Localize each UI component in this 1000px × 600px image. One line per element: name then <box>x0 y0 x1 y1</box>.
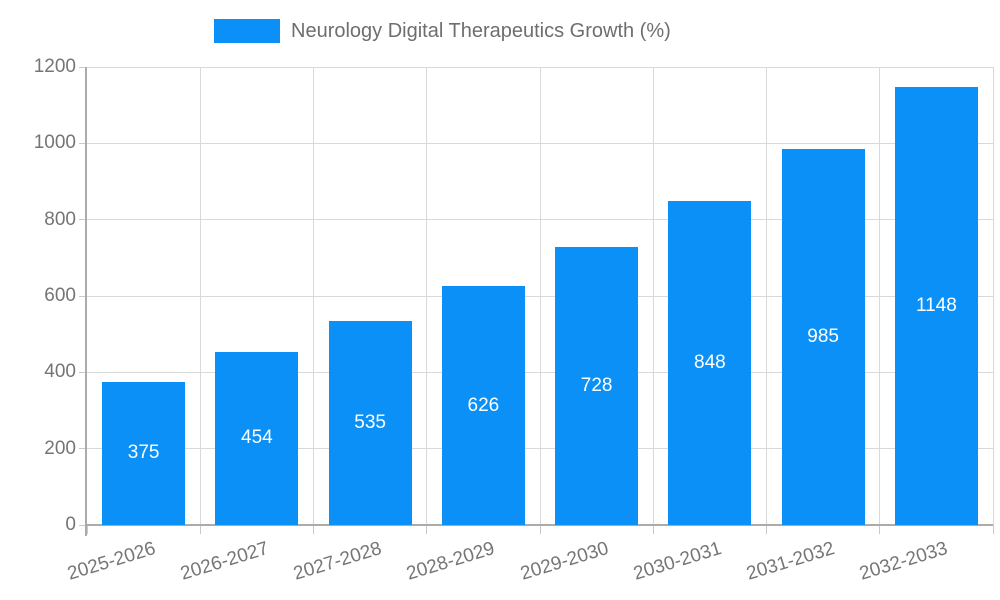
bar[interactable]: 454 <box>215 351 299 525</box>
x-axis-category-label: 2028-2029 <box>404 538 498 585</box>
bar[interactable]: 375 <box>102 381 186 525</box>
v-gridline <box>766 67 767 525</box>
x-axis-category-label: 2027-2028 <box>291 538 385 585</box>
v-gridline <box>199 67 201 525</box>
bar-value-label: 985 <box>807 326 839 348</box>
y-axis-tick-label: 1000 <box>33 132 76 154</box>
x-axis-tick <box>426 525 428 534</box>
y-axis-tick <box>79 66 87 68</box>
x-axis-category-label: 2032-2033 <box>857 538 951 585</box>
y-axis-tick-label: 200 <box>44 437 76 459</box>
y-axis-tick <box>79 295 87 297</box>
v-gridline <box>539 67 541 525</box>
y-axis-tick-label: 1200 <box>33 56 76 77</box>
y-axis-tick-label: 400 <box>44 361 76 383</box>
legend-swatch <box>214 19 280 43</box>
x-axis-tick <box>86 525 88 534</box>
bar-value-label: 454 <box>241 427 273 449</box>
x-axis-tick <box>313 525 314 534</box>
y-axis-tick-label: 800 <box>44 208 76 230</box>
x-axis-tick <box>879 525 881 534</box>
bar-value-label: 1148 <box>915 294 957 316</box>
v-gridline <box>313 67 314 525</box>
v-gridline <box>992 67 994 525</box>
legend-label: Neurology Digital Therapeutics Growth (%… <box>291 19 671 42</box>
bar-value-label: 375 <box>127 442 160 464</box>
v-gridline <box>652 67 654 525</box>
x-axis-category-label: 2031-2032 <box>744 538 838 585</box>
bar-value-label: 535 <box>354 411 386 433</box>
y-axis-tick-label: 600 <box>44 285 76 306</box>
x-axis-line <box>85 524 993 526</box>
bar[interactable]: 1148 <box>894 86 978 525</box>
bar[interactable]: 535 <box>328 320 412 525</box>
legend: Neurology Digital Therapeutics Growth (%… <box>214 19 671 43</box>
x-axis-tick <box>992 525 994 534</box>
y-axis-tick <box>79 524 87 526</box>
y-axis-tick-label: 0 <box>65 514 76 535</box>
bar-value-label: 728 <box>580 375 613 397</box>
x-axis-tick <box>766 525 767 534</box>
x-axis-category-label: 2025-2026 <box>64 538 158 585</box>
x-axis-tick <box>539 525 541 534</box>
y-axis-tick <box>79 219 87 221</box>
bar-value-label: 626 <box>467 394 500 416</box>
bar[interactable]: 985 <box>781 149 865 525</box>
v-gridline <box>879 67 881 525</box>
y-axis-line <box>85 67 87 536</box>
x-axis-tick <box>199 525 201 534</box>
x-axis-tick <box>652 525 654 534</box>
x-axis-category-label: 2026-2027 <box>177 538 272 585</box>
y-axis-tick <box>79 371 87 373</box>
x-axis-category-label: 2030-2031 <box>630 538 725 585</box>
y-axis-tick <box>79 142 87 144</box>
y-axis-tick <box>79 448 87 450</box>
bar[interactable]: 848 <box>668 201 752 525</box>
v-gridline <box>426 67 428 525</box>
bar-value-label: 848 <box>694 352 726 374</box>
bar[interactable]: 728 <box>555 247 639 525</box>
bar[interactable]: 626 <box>441 286 525 525</box>
x-axis-category-label: 2029-2030 <box>517 538 611 585</box>
